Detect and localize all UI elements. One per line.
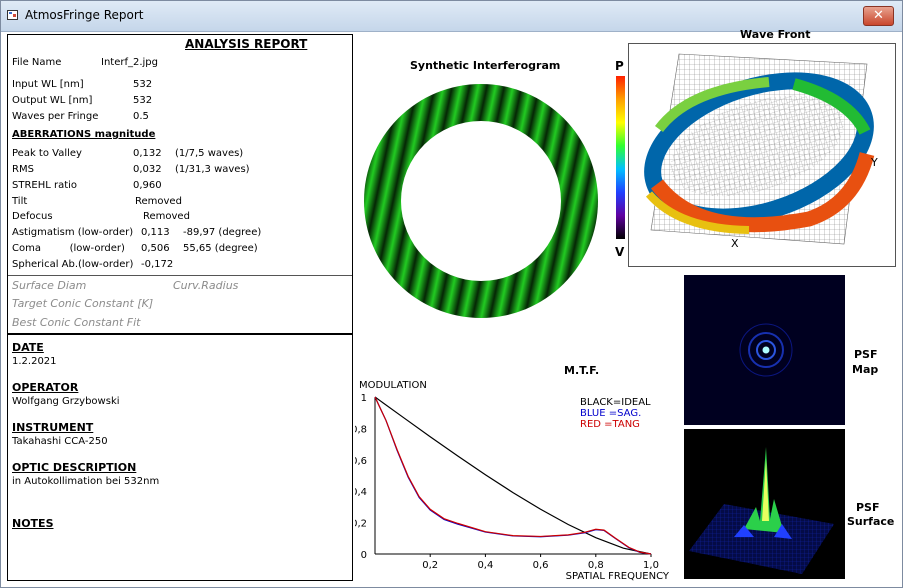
p2v-value: 0,132	[133, 148, 162, 159]
coma-value: 0,506	[141, 243, 170, 254]
interferogram-title: Synthetic Interferogram	[410, 59, 561, 72]
rms-label: RMS	[12, 164, 34, 175]
tilt-label: Tilt	[12, 196, 28, 207]
waves-per-fringe-label: Waves per Fringe	[12, 111, 99, 122]
mtf-y-tick-label: 1	[361, 393, 367, 404]
output-wl-label: Output WL [nm]	[12, 95, 93, 106]
input-wl-value: 532	[133, 79, 153, 90]
psf-map-label-2: Map	[852, 363, 879, 376]
mtf-x-tick-label: 0,2	[422, 560, 438, 571]
psf-map-label-1: PSF	[854, 348, 878, 361]
instrument-value: Takahashi CCA-250	[12, 436, 108, 447]
psf-map-image	[684, 275, 845, 425]
coma-angle: 55,65 (degree)	[183, 243, 258, 254]
p2v-label: Peak to Valley	[12, 148, 82, 159]
mtf-x-tick-label: 0,4	[477, 560, 493, 571]
aberrations-heading: ABERRATIONS magnitude	[12, 129, 156, 140]
mtf-legend-entry: RED =TANG	[580, 419, 640, 430]
wavefront-y-label: Y	[871, 156, 878, 169]
optic-description-value: in Autokollimation bei 532nm	[12, 476, 160, 487]
info-panel: DATE 1.2.2021 OPERATOR Wolfgang Grzybows…	[7, 334, 353, 581]
mtf-y-tick-label: 0,2	[355, 519, 367, 530]
defocus-value: Removed	[143, 211, 190, 222]
strehl-label: STREHL ratio	[12, 180, 78, 191]
curv-radius-label: Curv.Radius	[173, 279, 239, 292]
report-divider	[8, 275, 352, 276]
mtf-xlabel: SPATIAL FREQUENCY	[566, 571, 670, 581]
psf-surface-label-2: Surface	[847, 515, 895, 528]
mtf-x-tick-label: 0,6	[533, 560, 549, 571]
instrument-label: INSTRUMENT	[12, 421, 94, 434]
date-label: DATE	[12, 341, 44, 354]
mtf-y-tick-label: 0,4	[355, 487, 367, 498]
mtf-legend-entry: BLUE =SAG.	[580, 408, 641, 419]
mtf-title: M.T.F.	[564, 364, 600, 377]
mtf-x-tick-label: 1,0	[643, 560, 659, 571]
close-icon[interactable]: ✕	[873, 8, 884, 23]
window-title: AtmosFringe Report	[25, 8, 144, 22]
strehl-value: 0,960	[133, 180, 162, 191]
surface-diam-label: Surface Diam	[12, 279, 87, 292]
input-wl-label: Input WL [nm]	[12, 79, 84, 90]
mtf-ylabel: MODULATION	[359, 380, 427, 391]
psf-surface-image	[684, 429, 845, 579]
mtf-x-tick-label: 0,8	[588, 560, 604, 571]
defocus-label: Defocus	[12, 211, 53, 222]
mtf-y-tick-label: 0,8	[355, 424, 367, 435]
report-heading: ANALYSIS REPORT	[185, 37, 308, 51]
output-wl-value: 532	[133, 95, 153, 106]
app-icon	[7, 10, 18, 20]
p2v-waves: (1/7,5 waves)	[175, 148, 244, 159]
best-conic-label: Best Conic Constant Fit	[12, 316, 141, 329]
date-value: 1.2.2021	[12, 356, 57, 367]
interferogram-image	[361, 83, 601, 319]
mtf-legend-entry: BLACK=IDEAL	[580, 397, 651, 408]
file-name-label: File Name	[12, 57, 62, 68]
spherical-label: Spherical Ab.(low-order)	[12, 259, 134, 270]
notes-label: NOTES	[12, 517, 54, 530]
target-conic-label: Target Conic Constant [K]	[12, 297, 154, 310]
colorbar	[616, 76, 625, 239]
astigmatism-angle: -89,97 (degree)	[183, 227, 262, 238]
operator-value: Wolfgang Grzybowski	[12, 396, 120, 407]
rms-waves: (1/31,3 waves)	[175, 164, 250, 175]
rms-value: 0,032	[133, 164, 162, 175]
close-button[interactable]: ✕	[863, 6, 894, 26]
spherical-value: -0,172	[141, 259, 174, 270]
optic-description-label: OPTIC DESCRIPTION	[12, 461, 137, 474]
mtf-y-tick-label: 0	[361, 550, 367, 561]
operator-label: OPERATOR	[12, 381, 79, 394]
mtf-series-tang	[374, 396, 652, 555]
file-name-value: Interf_2.jpg	[101, 57, 159, 68]
wavefront-title: Wave Front	[740, 28, 811, 41]
psf-surface-label-1: PSF	[856, 501, 880, 514]
waves-per-fringe-value: 0.5	[133, 111, 149, 122]
wavefront-plot	[644, 53, 875, 245]
astigmatism-label: Astigmatism (low-order)	[12, 227, 134, 238]
title-bar: AtmosFringe Report ✕	[1, 1, 902, 32]
astigmatism-value: 0,113	[141, 227, 170, 238]
mtf-series-ideal	[374, 396, 652, 555]
wavefront-x-label: X	[731, 237, 739, 250]
coma-label: Coma (low-order)	[12, 243, 125, 254]
analysis-report-panel: ANALYSIS REPORT File Name Interf_2.jpg I…	[7, 34, 353, 334]
mtf-y-tick-label: 0,6	[355, 456, 367, 467]
tilt-value: Removed	[135, 196, 182, 207]
colorbar-bottom-label: V	[615, 245, 625, 259]
colorbar-top-label: P	[615, 59, 624, 73]
